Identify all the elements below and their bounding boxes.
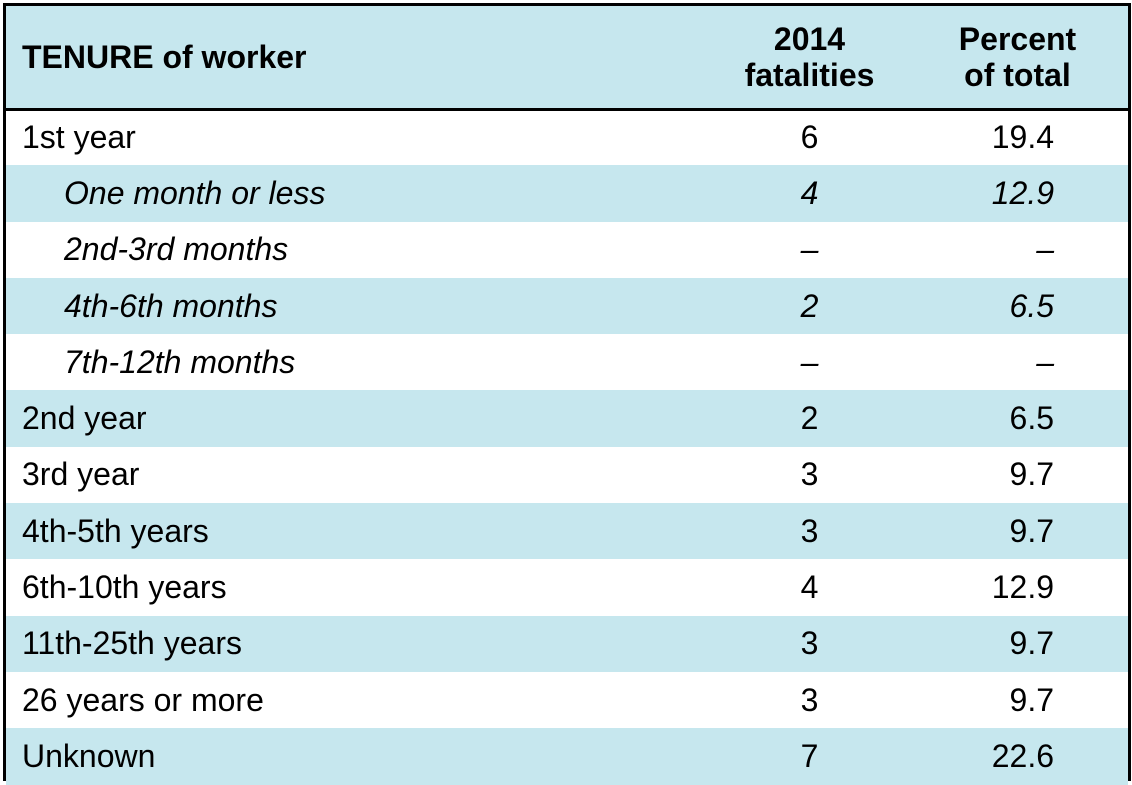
row-label: One month or less xyxy=(6,165,712,222)
row-label: Unknown xyxy=(6,728,712,785)
table-row: One month or less 4 12.9 xyxy=(6,165,1128,222)
tenure-table-frame: TENURE of worker 2014 fatalities Percent… xyxy=(3,3,1131,785)
header-tenure: TENURE of worker xyxy=(6,6,712,109)
row-label: 2nd-3rd months xyxy=(64,231,289,268)
header-percent-line1: Percent xyxy=(958,20,1077,57)
row-percent: 6.5 xyxy=(907,390,1128,447)
row-label: 6th-10th years xyxy=(22,569,227,606)
row-label: 1st year xyxy=(22,119,136,156)
header-percent: Percent of total xyxy=(907,6,1128,109)
table-row: 4th-6th months 2 6.5 xyxy=(6,277,1128,335)
row-fatalities: 3 xyxy=(800,456,819,493)
row-label: 4th-6th months xyxy=(6,277,712,335)
row-fatalities: 6 xyxy=(800,119,819,156)
tenure-fatalities-table: TENURE of worker 2014 fatalities Percent… xyxy=(6,6,1128,785)
row-percent: – xyxy=(1036,343,1054,380)
row-fatalities: 4 xyxy=(712,165,907,222)
row-label: 2nd year xyxy=(6,390,712,447)
table-row: Unknown 7 22.6 xyxy=(6,728,1128,785)
table-row: 4th-5th years 3 9.7 xyxy=(6,503,1128,560)
row-label: 4th-5th years xyxy=(6,503,712,560)
row-percent: 9.7 xyxy=(1009,456,1054,493)
row-label: 3rd year xyxy=(22,456,140,493)
row-percent: 9.7 xyxy=(1009,681,1054,718)
row-fatalities: 3 xyxy=(712,615,907,672)
row-fatalities: 3 xyxy=(712,503,907,560)
row-percent: 19.4 xyxy=(991,119,1054,156)
table-row: 7th-12th months – – xyxy=(6,334,1128,390)
row-fatalities: 2 xyxy=(712,390,907,447)
row-label: 7th-12th months xyxy=(64,343,296,380)
header-percent-line2: of total xyxy=(964,56,1071,93)
table-header-row: TENURE of worker 2014 fatalities Percent… xyxy=(6,6,1128,109)
row-percent: 6.5 xyxy=(907,277,1128,335)
row-label: 26 years or more xyxy=(22,681,264,718)
row-fatalities: – xyxy=(800,343,819,380)
row-label: 11th-25th years xyxy=(6,615,712,672)
table-row: 26 years or more 3 9.7 xyxy=(6,672,1128,728)
row-percent: – xyxy=(1036,231,1054,268)
table-row: 11th-25th years 3 9.7 xyxy=(6,615,1128,672)
table-row: 6th-10th years 4 12.9 xyxy=(6,559,1128,615)
row-fatalities: 2 xyxy=(712,277,907,335)
header-fatalities: 2014 fatalities xyxy=(712,6,907,109)
row-percent: 12.9 xyxy=(907,165,1128,222)
header-fatalities-line1: 2014 xyxy=(773,20,846,57)
row-percent: 9.7 xyxy=(907,503,1128,560)
row-fatalities: – xyxy=(800,231,819,268)
header-fatalities-line2: fatalities xyxy=(744,56,875,93)
row-fatalities: 3 xyxy=(800,681,819,718)
row-percent: 9.7 xyxy=(907,615,1128,672)
table-row: 3rd year 3 9.7 xyxy=(6,447,1128,503)
row-fatalities: 4 xyxy=(800,569,819,606)
row-fatalities: 7 xyxy=(712,728,907,785)
row-percent: 12.9 xyxy=(991,569,1054,606)
table-row: 2nd-3rd months – – xyxy=(6,222,1128,278)
row-percent: 22.6 xyxy=(907,728,1128,785)
table-row: 1st year 6 19.4 xyxy=(6,109,1128,165)
table-row: 2nd year 2 6.5 xyxy=(6,390,1128,447)
